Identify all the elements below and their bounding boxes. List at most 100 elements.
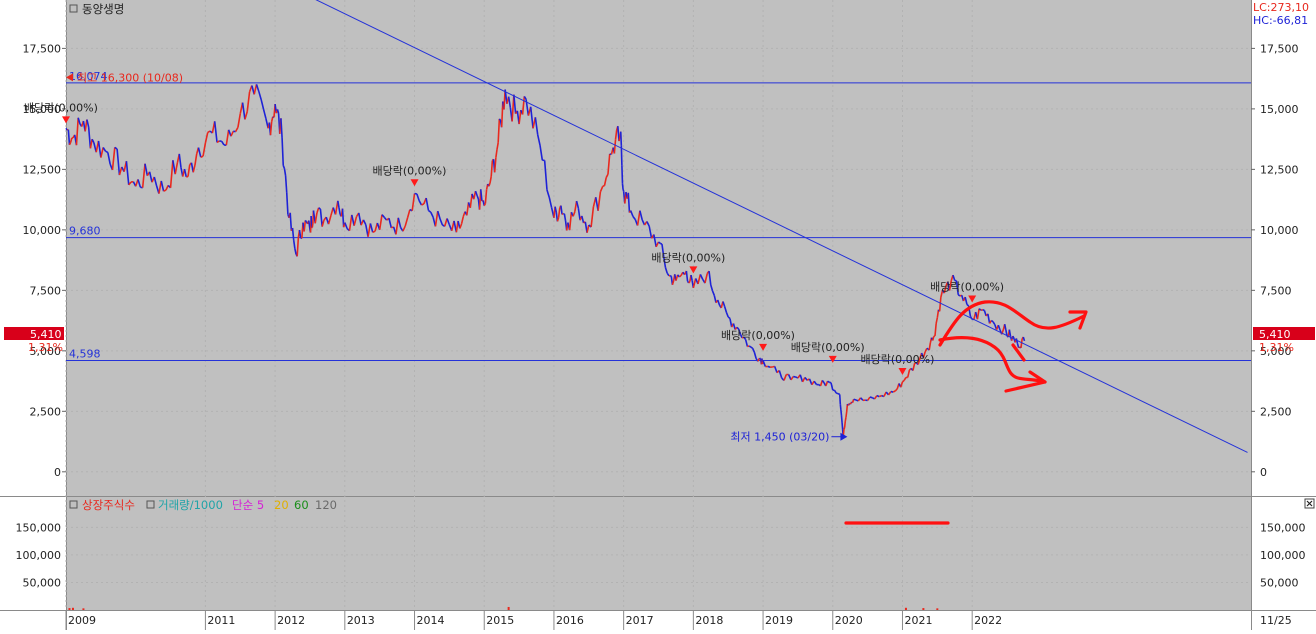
volume-bar: [905, 608, 907, 610]
legend-listed-shares: 상장주식수: [82, 498, 135, 512]
x-tick-label: 2019: [765, 614, 793, 627]
price-segment: [622, 184, 623, 190]
dividend-label: 배당락(0,00%): [373, 164, 447, 177]
price-segment: [1005, 324, 1006, 330]
current-pct-left: 1,31%: [28, 341, 63, 354]
price-segment: [933, 336, 934, 340]
x-tick-label: 2020: [835, 614, 863, 627]
dividend-label: 배당락(0,00%): [651, 251, 725, 264]
price-tick-label-right: 10,000: [1260, 224, 1299, 237]
current-price-right: 5,410: [1259, 328, 1291, 341]
horizontal-line-label: 4,598: [69, 348, 101, 361]
price-segment: [69, 142, 70, 144]
volume-tick-label-right: 50,000: [1260, 576, 1299, 589]
price-segment: [319, 208, 321, 209]
price-segment: [422, 204, 424, 205]
legend-ma120: 120: [315, 498, 337, 512]
legend-volume: 거래량/1000: [158, 498, 223, 512]
dividend-label: 배당락(0,00%): [721, 329, 795, 342]
price-segment: [846, 411, 847, 417]
price-segment: [295, 249, 296, 254]
horizontal-line-label: 9,680: [69, 225, 101, 238]
hc-label: HC:-66,81: [1253, 14, 1308, 27]
dividend-label: 배당락(0,00%): [930, 280, 1004, 293]
price-tick-label: 7,500: [30, 284, 62, 297]
price-segment: [71, 138, 72, 142]
price-segment: [489, 183, 490, 186]
price-tick-label-right: 0: [1260, 466, 1267, 479]
price-segment: [891, 392, 893, 393]
price-segment: [555, 207, 556, 212]
price-segment: [277, 109, 278, 113]
price-tick-label: 12,500: [23, 163, 62, 176]
price-segment: [622, 166, 623, 184]
x-tick-label: 2011: [207, 614, 235, 627]
price-segment: [840, 404, 841, 410]
price-segment: [670, 276, 671, 277]
price-segment: [728, 317, 730, 318]
volume-tick-label: 50,000: [23, 576, 62, 589]
price-segment: [842, 422, 843, 429]
x-tick-label: 2017: [626, 614, 654, 627]
price-segment: [991, 320, 993, 321]
price-segment: [841, 416, 842, 423]
volume-tick-label: 150,000: [16, 521, 62, 534]
price-segment: [311, 216, 312, 228]
price-segment: [893, 391, 895, 392]
volume-panel[interactable]: [66, 497, 1252, 610]
price-segment: [106, 151, 108, 152]
price-tick-label: 2,500: [30, 405, 62, 418]
price-segment: [845, 421, 846, 427]
price-segment: [981, 310, 983, 311]
volume-bar: [508, 607, 510, 610]
x-tick-label: 2015: [486, 614, 514, 627]
price-segment: [760, 359, 761, 360]
low-label: 최저 1,450 (03/20): [730, 431, 829, 444]
price-tick-label: 0: [54, 466, 61, 479]
price-segment: [484, 203, 485, 205]
price-segment: [660, 243, 662, 244]
dividend-label: 배당락(0,00%): [24, 101, 98, 114]
x-axis-right-date: 11/25: [1260, 614, 1292, 627]
price-tick-label-right: 2,500: [1260, 405, 1292, 418]
price-segment: [689, 282, 690, 283]
volume-bar: [936, 608, 938, 610]
legend-ma20: 20: [274, 498, 289, 512]
price-segment: [983, 310, 985, 311]
volume-bar: [68, 608, 70, 610]
price-tick-label-right: 17,500: [1260, 42, 1299, 55]
volume-tick-label-right: 150,000: [1260, 521, 1306, 534]
price-segment: [312, 223, 313, 227]
price-segment: [691, 275, 692, 281]
x-tick-label: 2012: [277, 614, 305, 627]
price-panel[interactable]: [66, 0, 1252, 496]
price-segment: [557, 218, 558, 222]
price-segment: [844, 428, 845, 430]
stock-name: 동양생명: [82, 2, 124, 16]
price-segment: [499, 119, 500, 120]
volume-bar: [82, 608, 84, 610]
x-tick-label: 2021: [904, 614, 932, 627]
legend-ma5: 단순 5: [232, 498, 264, 512]
price-segment: [66, 128, 67, 130]
x-tick-label: 2014: [417, 614, 445, 627]
price-segment: [201, 156, 203, 157]
price-segment: [751, 347, 753, 348]
price-segment: [164, 190, 166, 191]
price-segment: [373, 231, 375, 232]
price-tick-label-right: 12,500: [1260, 163, 1299, 176]
price-segment: [879, 396, 881, 397]
price-tick-label-right: 7,500: [1260, 284, 1292, 297]
price-segment: [672, 281, 673, 285]
price-segment: [828, 381, 830, 382]
x-tick-label: 2009: [68, 614, 96, 627]
price-tick-label: 10,000: [23, 224, 62, 237]
legend-ma60: 60: [294, 498, 309, 512]
price-segment: [1023, 337, 1024, 341]
volume-bar: [922, 608, 924, 610]
price-segment: [768, 366, 770, 367]
price-segment: [854, 399, 856, 400]
